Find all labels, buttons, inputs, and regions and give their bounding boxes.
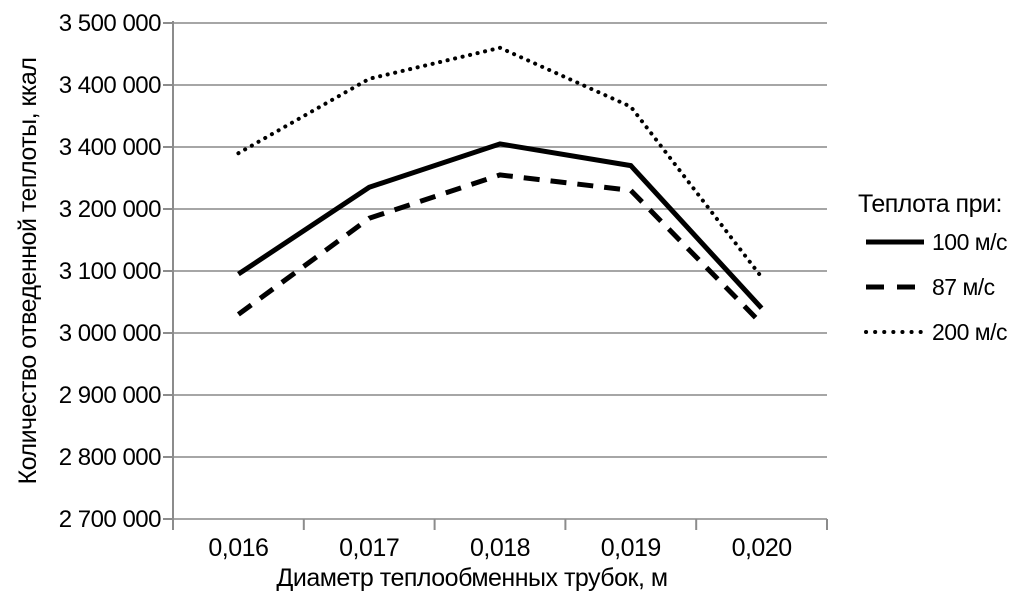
y-tick-label: 3 400 000 [59, 72, 161, 99]
series-line-dashed [236, 172, 764, 326]
legend: Теплота при: 100 м/с 87 м/с 200 м/с [858, 190, 1007, 345]
x-tick-label: 0,019 [601, 534, 661, 562]
x-tick-label: 0,017 [339, 534, 399, 562]
legend-title: Теплота при: [858, 190, 1002, 218]
x-axis-title: Диаметр теплообменных трубок, м [276, 564, 667, 592]
y-tick-label: 3 200 000 [59, 196, 161, 223]
y-tick-label: 2 900 000 [59, 382, 161, 409]
y-tick-label: 3 400 000 [59, 134, 161, 161]
series-line-dotted [236, 45, 764, 280]
y-axis-title: Количество отведенной теплоты, ккал [14, 58, 42, 485]
legend-item-label: 100 м/с [932, 229, 1007, 255]
y-tick-label: 3 500 000 [59, 10, 161, 37]
series-line-solid [237, 141, 764, 310]
y-tick-label: 2 700 000 [59, 506, 161, 533]
legend-item-label: 200 м/с [932, 319, 1007, 345]
y-tick-label: 3 100 000 [59, 258, 161, 285]
y-tick-label: 3 000 000 [59, 320, 161, 347]
x-tick-label: 0,020 [732, 534, 792, 562]
x-tick-label: 0,018 [470, 534, 530, 562]
legend-item-label: 87 м/с [932, 274, 995, 300]
y-tick-label: 2 800 000 [59, 444, 161, 471]
x-tick-label: 0,016 [208, 534, 268, 562]
